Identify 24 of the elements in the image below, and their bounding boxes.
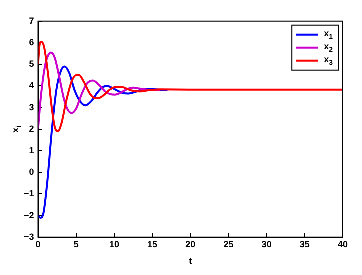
x-tick-label: 40 [338,239,348,250]
y-tick-label: −1 [24,188,34,199]
y-tick-label: 4 [29,80,34,91]
x-tick-label: 20 [186,239,196,250]
y-tick-label: 3 [29,102,34,112]
x-tick-label: 35 [300,239,310,250]
line-series [38,66,169,219]
line-series [38,40,343,133]
y-tick-label: 2 [29,124,34,134]
x-tick-label: 15 [148,239,158,250]
x-tick-label: 30 [262,239,272,250]
y-tick-label: 7 [29,16,34,26]
x-tick-label: 0 [36,239,41,250]
x-axis-title: t [189,256,192,266]
y-tick-label: −2 [24,210,34,220]
y-tick-label: 6 [29,37,34,48]
y-tick-label: 5 [29,59,34,70]
y-tick-label: 0 [29,167,34,178]
y-tick-label: 1 [29,145,34,156]
x-tick-label: 25 [224,239,234,250]
x-tick-label: 5 [74,239,79,250]
x-tick-label: 10 [109,239,120,250]
y-tick-label: −3 [24,232,34,242]
line-series [38,52,162,130]
